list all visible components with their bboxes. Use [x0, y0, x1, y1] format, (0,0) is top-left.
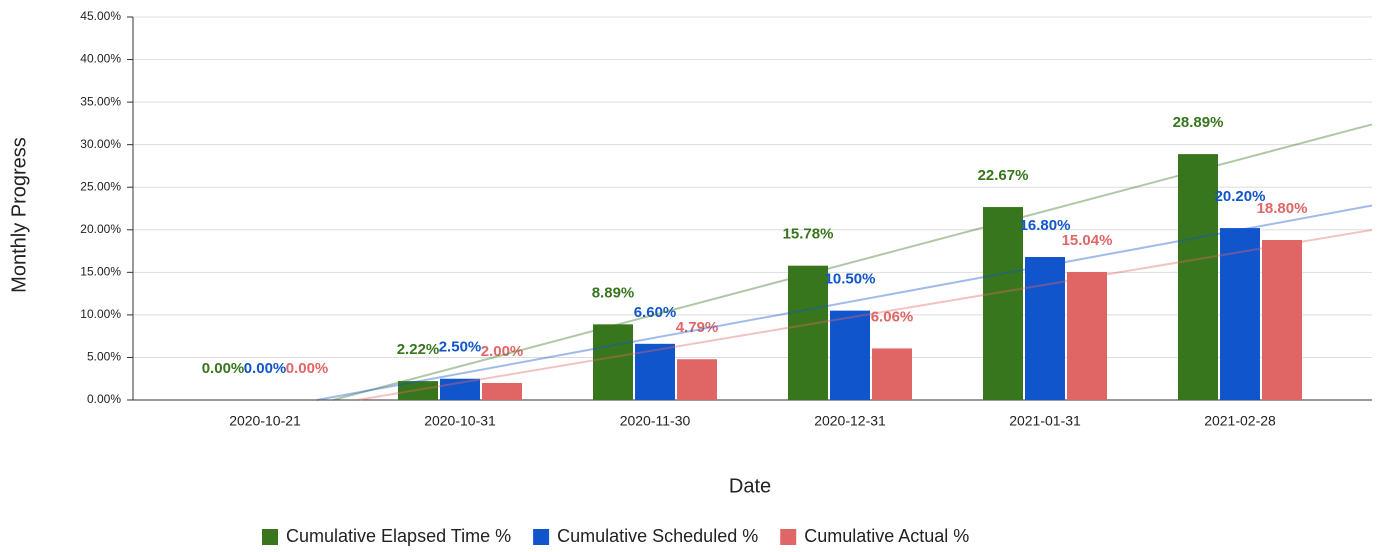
data-label: 18.80%	[1257, 200, 1308, 217]
data-label: 0.00%	[244, 360, 287, 377]
x-tick-label: 2020-10-31	[424, 413, 496, 429]
bar	[872, 348, 912, 400]
x-tick-label: 2020-11-30	[620, 413, 691, 429]
data-label: 20.20%	[1215, 188, 1266, 205]
data-label: 2.00%	[481, 343, 524, 360]
y-tick-label: 35.00%	[80, 94, 121, 108]
data-label: 15.78%	[783, 226, 834, 243]
bar	[1025, 257, 1065, 400]
data-label: 15.04%	[1062, 232, 1113, 249]
bar	[677, 359, 717, 400]
data-label: 22.67%	[978, 167, 1029, 184]
bar	[1262, 239, 1302, 400]
x-axis-title: Date	[729, 475, 771, 497]
y-tick-label: 25.00%	[80, 179, 121, 193]
y-tick-label: 0.00%	[87, 392, 121, 406]
y-tick-label: 40.00%	[80, 52, 121, 66]
y-tick-label: 5.00%	[87, 350, 121, 364]
data-label: 28.89%	[1173, 114, 1224, 131]
data-label: 2.50%	[439, 339, 482, 356]
data-label: 6.06%	[871, 308, 914, 325]
trendline	[357, 228, 1373, 401]
data-label: 4.79%	[676, 319, 719, 336]
legend-label: Cumulative Actual %	[804, 526, 969, 546]
legend-swatch	[262, 529, 278, 545]
x-tick-label: 2021-01-31	[1009, 413, 1081, 429]
bar	[830, 310, 870, 400]
legend-swatch	[780, 529, 797, 545]
legend-swatch	[533, 529, 550, 545]
bar	[593, 324, 633, 400]
bar	[482, 382, 522, 400]
bar	[398, 381, 438, 400]
bar	[983, 207, 1023, 400]
y-tick-label: 30.00%	[80, 137, 121, 151]
x-tick-label: 2021-02-28	[1204, 413, 1276, 429]
data-label: 10.50%	[825, 271, 876, 288]
data-label: 2.22%	[397, 341, 440, 358]
y-tick-label: 45.00%	[80, 9, 121, 23]
x-tick-label: 2020-10-21	[229, 413, 301, 429]
bar	[1067, 271, 1107, 400]
y-tick-label: 15.00%	[80, 265, 121, 279]
legend-label: Cumulative Scheduled %	[557, 526, 758, 546]
data-label: 0.00%	[202, 360, 245, 377]
y-tick-label: 10.00%	[80, 307, 121, 321]
bar	[1178, 154, 1218, 400]
x-tick-label: 2020-12-31	[814, 413, 886, 429]
bar	[1220, 228, 1260, 400]
data-label: 6.60%	[634, 304, 677, 321]
trendline	[332, 123, 1373, 401]
data-label: 8.89%	[592, 284, 635, 301]
bar	[635, 343, 675, 400]
data-label: 16.80%	[1020, 217, 1071, 234]
y-tick-label: 20.00%	[80, 222, 121, 236]
bar	[440, 378, 480, 400]
bar	[788, 265, 828, 400]
data-label: 0.00%	[286, 360, 329, 377]
legend-label: Cumulative Elapsed Time %	[286, 526, 511, 546]
y-axis-title: Monthly Progress	[8, 137, 30, 293]
trendline	[316, 204, 1373, 401]
